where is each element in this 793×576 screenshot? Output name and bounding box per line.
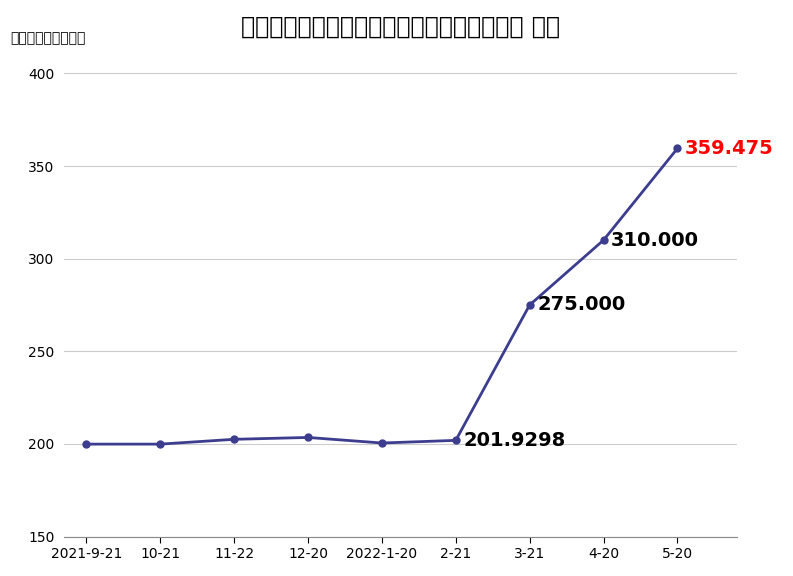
- Title: 対アメリカ・ドル　スリランカ・ルピー相場 推移: 対アメリカ・ドル スリランカ・ルピー相場 推移: [241, 15, 560, 39]
- Text: 310.000: 310.000: [611, 230, 699, 249]
- Text: 275.000: 275.000: [537, 295, 626, 314]
- Text: 359.475: 359.475: [685, 139, 773, 158]
- Text: スリランカ・ルピー: スリランカ・ルピー: [10, 31, 86, 45]
- Text: 201.9298: 201.9298: [463, 431, 565, 450]
